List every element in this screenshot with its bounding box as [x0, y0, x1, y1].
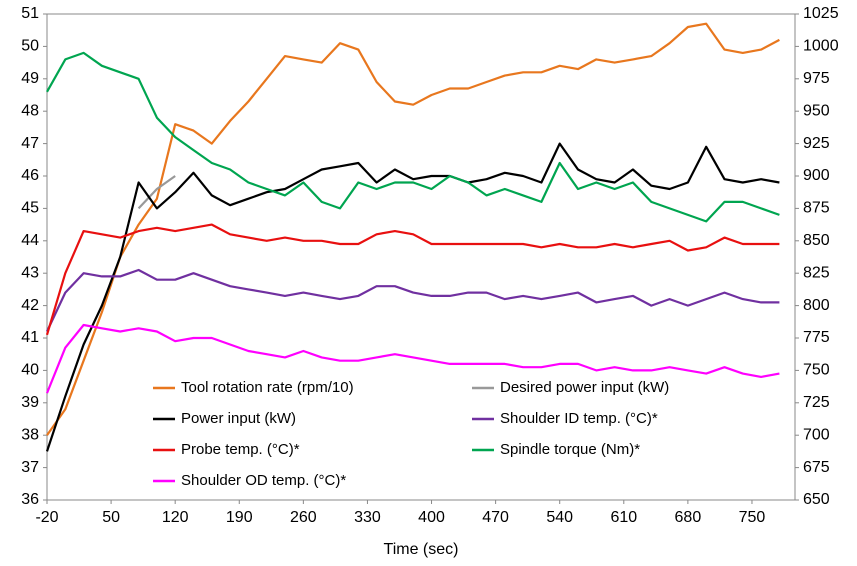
y-tick-label: 38	[21, 426, 39, 443]
series-line	[45, 223, 780, 336]
series-line	[46, 268, 780, 332]
y2-tick-label: 1025	[803, 5, 839, 22]
series-line	[137, 175, 176, 210]
y2-tick-label: 875	[803, 200, 830, 217]
y2-tick-label: 825	[803, 264, 830, 281]
y2-tick-label: 800	[803, 297, 830, 314]
y-tick-label: 43	[21, 264, 39, 281]
y2-tick-label: 700	[803, 426, 830, 443]
series-line	[46, 22, 780, 436]
x-tick-label: 610	[610, 509, 637, 526]
y2-tick-label: 750	[803, 362, 830, 379]
y2-tick-label: 900	[803, 167, 830, 184]
y-tick-label: 51	[21, 5, 39, 22]
x-tick-label: 400	[418, 509, 445, 526]
x-tick-label: 50	[102, 509, 120, 526]
x-tick-label: 190	[226, 509, 253, 526]
legend-label: Desired power input (kW)	[500, 379, 669, 396]
series-line	[45, 323, 780, 394]
legend-label: Tool rotation rate (rpm/10)	[181, 379, 354, 396]
x-tick-label: 540	[546, 509, 573, 526]
y-tick-label: 41	[21, 329, 39, 346]
y-tick-label: 39	[21, 394, 39, 411]
y-tick-label: 50	[21, 38, 39, 55]
y2-tick-label: 975	[803, 70, 830, 87]
plot-frame	[46, 13, 796, 501]
x-tick-label: 260	[290, 509, 317, 526]
y-tick-label: 36	[21, 491, 39, 508]
y2-tick-label: 775	[803, 329, 830, 346]
y-tick-label: 45	[21, 200, 39, 217]
x-tick-label: 120	[162, 509, 189, 526]
y2-tick-label: 1000	[803, 38, 839, 55]
y2-tick-label: 925	[803, 135, 830, 152]
y-tick-label: 37	[21, 459, 39, 476]
series-line	[46, 51, 780, 223]
x-tick-label: -20	[35, 509, 58, 526]
y-tick-label: 49	[21, 70, 39, 87]
y-tick-label: 48	[21, 102, 39, 119]
y-tick-label: 47	[21, 135, 39, 152]
y2-tick-label: 950	[803, 102, 830, 119]
legend-label: Shoulder OD temp. (°C)*	[181, 472, 346, 489]
y2-tick-label: 650	[803, 491, 830, 508]
y-tick-label: 46	[21, 167, 39, 184]
legend-label: Probe temp. (°C)*	[181, 441, 300, 458]
y-tick-label: 42	[21, 297, 39, 314]
x-tick-label: 330	[354, 509, 381, 526]
x-tick-label: 470	[482, 509, 509, 526]
legend-label: Power input (kW)	[181, 410, 296, 427]
y2-tick-label: 675	[803, 459, 830, 476]
legend-label: Shoulder ID temp. (°C)*	[500, 410, 658, 427]
x-axis-label: Time (sec)	[384, 541, 459, 558]
x-tick-label: 680	[675, 509, 702, 526]
y2-tick-label: 850	[803, 232, 830, 249]
legend-label: Spindle torque (Nm)*	[500, 441, 640, 458]
series-line	[45, 142, 780, 452]
x-tick-label: 750	[739, 509, 766, 526]
y-tick-label: 44	[21, 232, 39, 249]
y2-tick-label: 725	[803, 394, 830, 411]
y-tick-label: 40	[21, 362, 39, 379]
